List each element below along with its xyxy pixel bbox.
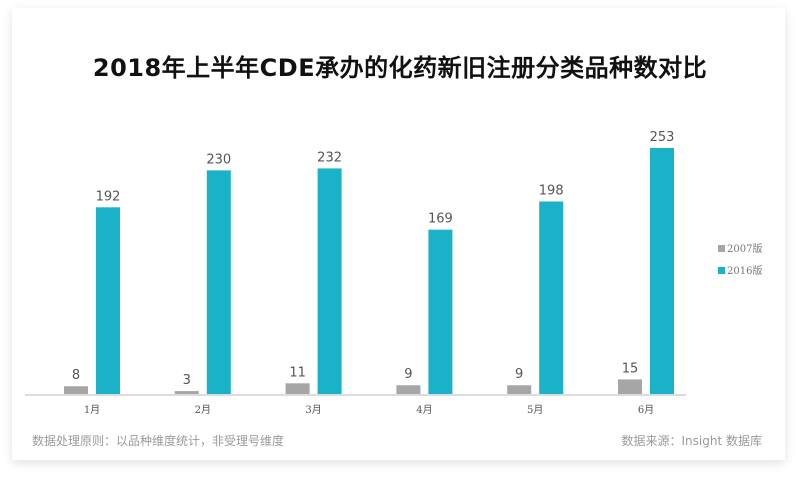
data-label: 192	[96, 189, 121, 204]
bar-2016	[317, 168, 342, 394]
legend-label: 2016版	[727, 266, 763, 277]
bar-2016	[206, 170, 231, 394]
x-tick-label: 6月	[638, 404, 654, 416]
legend-label: 2007版	[727, 244, 763, 255]
legend-swatch	[718, 267, 725, 274]
data-label: 253	[650, 130, 675, 145]
data-label: 9	[515, 367, 523, 382]
bar-2016	[428, 229, 453, 394]
bar-2007	[285, 383, 310, 394]
legend-item-2016: 2016版	[718, 262, 762, 277]
bar-2016	[539, 201, 564, 394]
x-tick-label: 3月	[305, 404, 321, 416]
bar-2007	[174, 391, 199, 394]
bar-2007	[396, 385, 421, 394]
data-label: 3	[183, 373, 191, 388]
bar-2007	[618, 379, 642, 394]
data-label: 230	[206, 152, 231, 167]
data-label: 8	[72, 368, 80, 383]
x-tick-label: 4月	[416, 404, 432, 416]
x-tick-label: 1月	[84, 404, 100, 416]
source-note: 数据来源：Insight 数据库	[621, 434, 762, 448]
bar-2007	[64, 386, 88, 394]
data-label: 198	[539, 183, 564, 198]
bar-2016	[650, 148, 674, 394]
data-label: 9	[404, 367, 412, 382]
data-label: 11	[289, 365, 306, 380]
data-label: 232	[317, 150, 342, 165]
bar-2016	[96, 207, 120, 394]
bar-2007	[507, 385, 532, 394]
data-label: 169	[428, 212, 453, 227]
x-tick-label: 2月	[195, 404, 211, 416]
footnote: 数据处理原则：以品种维度统计，非受理号维度	[32, 434, 285, 448]
legend-item-2007: 2007版	[718, 240, 762, 255]
x-tick-label: 5月	[527, 404, 543, 416]
legend-swatch	[718, 245, 725, 252]
data-label: 15	[622, 361, 639, 376]
chart-title: 2018年上半年CDE承办的化药新旧注册分类品种数对比	[92, 54, 708, 82]
